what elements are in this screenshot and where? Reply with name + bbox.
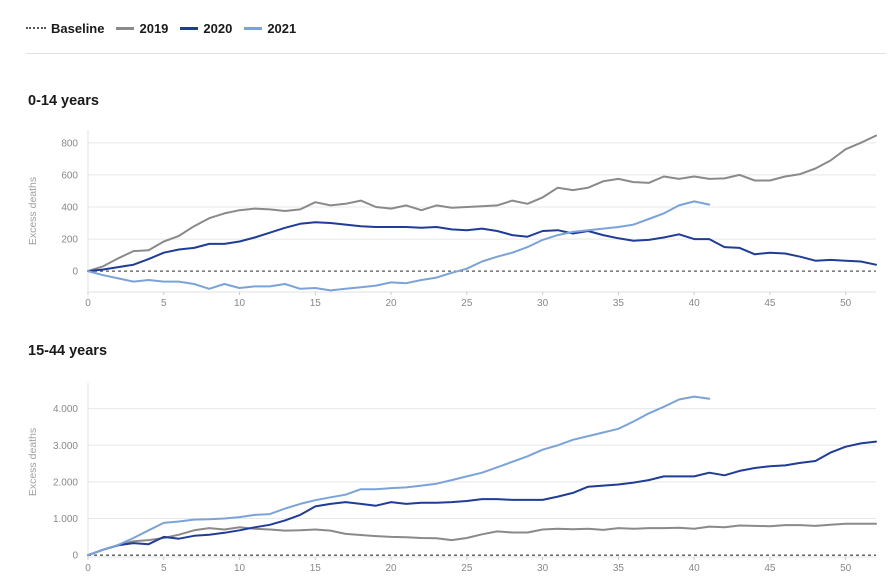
legend-item-2021[interactable]: 2021: [244, 21, 296, 36]
y-tick-label: 1.000: [53, 514, 78, 525]
series-line-2020[interactable]: [87, 221, 877, 273]
x-tick-label: 20: [386, 563, 398, 574]
panel-title-15-44: 15-44 years: [28, 343, 108, 359]
series-line-2021[interactable]: [87, 395, 711, 557]
y-tick-label: 0: [72, 551, 78, 562]
legend-swatch-2021: [244, 26, 263, 30]
x-tick-label: 0: [85, 563, 91, 574]
legend-item-2019[interactable]: 2019: [116, 21, 168, 36]
x-tick-label: 35: [613, 563, 625, 574]
x-tick-label: 15: [310, 563, 322, 574]
chart-panel-0-14: 0 200 400 600 800 0 5 10 15 20 25 30 35 40 45 50 Excess …: [27, 130, 877, 309]
series-line-2019[interactable]: [87, 522, 877, 557]
y-tick-label: 2.000: [53, 477, 78, 488]
series-line-2020[interactable]: [87, 440, 877, 557]
legend-swatch-2019: [116, 26, 135, 30]
y-axis-title: Excess deaths: [27, 177, 39, 245]
x-tick-label: 25: [461, 563, 473, 574]
legend-label-2019: 2019: [139, 20, 169, 36]
y-axis-title: Excess deaths: [27, 428, 39, 496]
y-tick-label: 400: [61, 202, 78, 213]
series-line-2021[interactable]: [87, 200, 711, 292]
x-tick-label: 45: [764, 298, 776, 309]
legend-label-baseline: Baseline: [51, 20, 105, 36]
x-tick-label: 20: [386, 298, 398, 309]
legend-item-2020[interactable]: 2020: [180, 21, 232, 36]
x-tick-label: 45: [764, 563, 776, 574]
legend: Baseline 2019 2020 2021: [26, 18, 308, 38]
x-tick-label: 40: [689, 298, 701, 309]
legend-divider: [26, 53, 886, 54]
y-tick-label: 600: [61, 170, 78, 181]
legend-label-2020: 2020: [203, 20, 233, 36]
y-tick-label: 3.000: [53, 441, 78, 452]
x-tick-label: 0: [85, 298, 91, 309]
chart-panel-15-44: 0 1.000 2.000 3.000 4.000 0 5 10 15 20 25 30 35 40 45 5…: [27, 383, 877, 574]
x-tick-label: 10: [234, 298, 246, 309]
legend-label-2021: 2021: [267, 20, 297, 36]
x-tick-label: 30: [537, 298, 549, 309]
legend-item-baseline[interactable]: Baseline: [26, 21, 104, 36]
y-tick-label: 0: [72, 267, 78, 278]
legend-swatch-baseline: [26, 27, 46, 29]
x-tick-label: 35: [613, 298, 625, 309]
x-tick-label: 5: [161, 563, 167, 574]
x-tick-label: 50: [840, 563, 852, 574]
x-tick-label: 30: [537, 563, 549, 574]
x-tick-label: 50: [840, 298, 852, 309]
y-tick-label: 200: [61, 235, 78, 246]
x-tick-label: 5: [161, 298, 167, 309]
y-tick-label: 800: [61, 138, 78, 149]
x-tick-label: 40: [689, 563, 701, 574]
series-line-2019[interactable]: [87, 134, 877, 273]
x-tick-label: 15: [310, 298, 322, 309]
x-tick-label: 10: [234, 563, 246, 574]
legend-swatch-2020: [180, 26, 199, 30]
x-tick-label: 25: [461, 298, 473, 309]
panel-title-0-14: 0-14 years: [28, 93, 99, 109]
y-tick-label: 4.000: [53, 404, 78, 415]
